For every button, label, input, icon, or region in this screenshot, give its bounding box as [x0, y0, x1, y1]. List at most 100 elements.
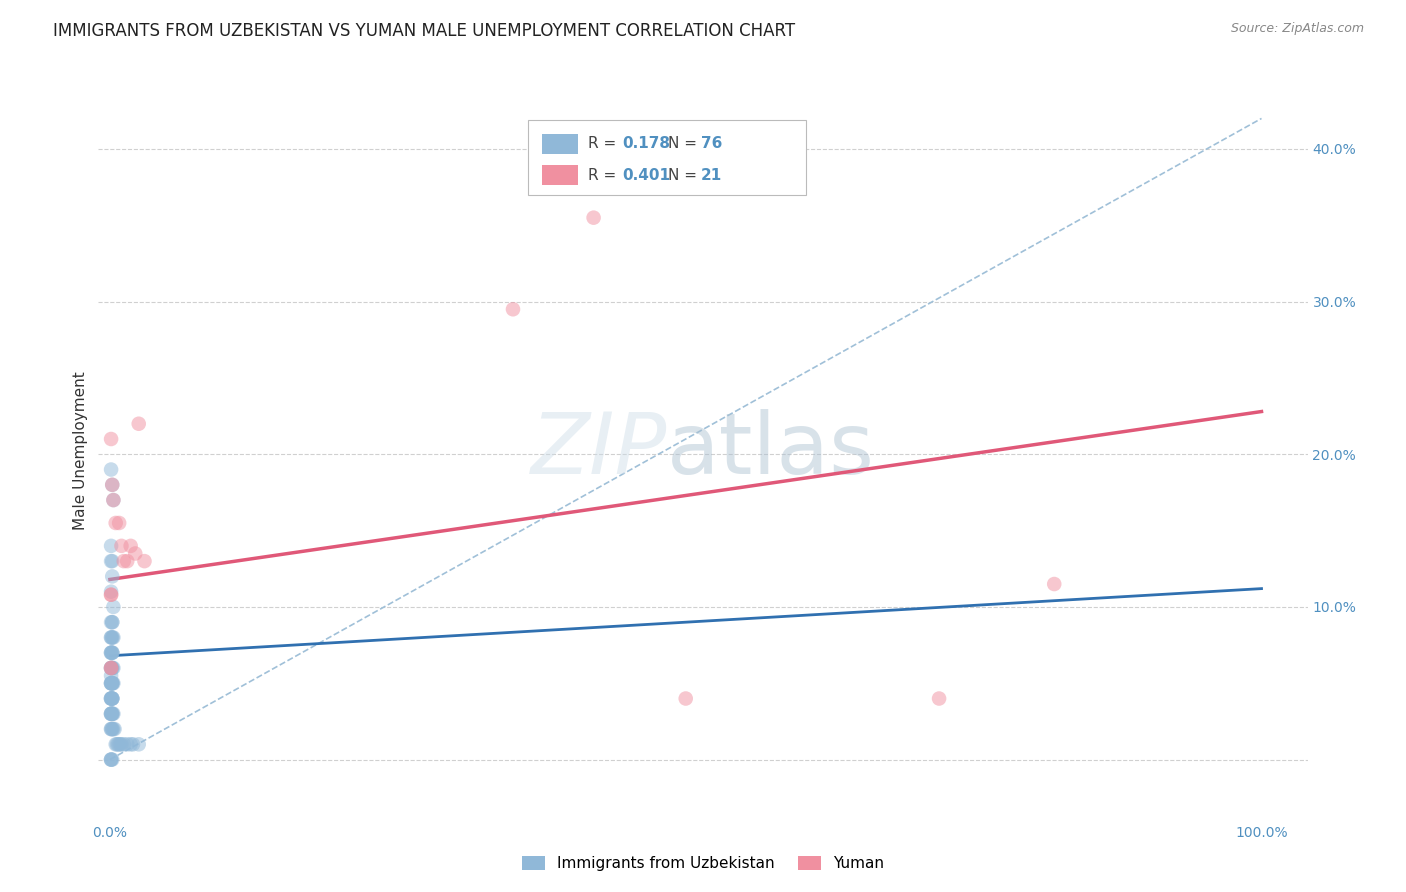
Point — [110, 539, 132, 553]
Point — [100, 631, 122, 645]
FancyBboxPatch shape — [543, 135, 578, 153]
Point — [100, 753, 122, 767]
FancyBboxPatch shape — [527, 120, 806, 195]
Point — [104, 516, 127, 530]
Point — [100, 691, 122, 706]
Text: 0.401: 0.401 — [621, 168, 671, 183]
Text: Source: ZipAtlas.com: Source: ZipAtlas.com — [1230, 22, 1364, 36]
Point — [100, 676, 122, 690]
Point — [582, 211, 605, 225]
Point — [134, 554, 156, 568]
Point — [103, 661, 125, 675]
Text: ZIP: ZIP — [530, 409, 666, 492]
Point — [120, 539, 142, 553]
Point — [100, 646, 122, 660]
Point — [100, 706, 122, 721]
Point — [100, 676, 122, 690]
Point — [100, 539, 122, 553]
Point — [100, 722, 122, 736]
Point — [101, 676, 124, 690]
Point — [100, 554, 122, 568]
Point — [110, 737, 132, 751]
Point — [112, 554, 135, 568]
Point — [100, 668, 122, 682]
Point — [101, 676, 124, 690]
Point — [101, 676, 124, 690]
Point — [122, 737, 145, 751]
Text: 76: 76 — [700, 136, 721, 152]
Point — [101, 691, 124, 706]
Point — [103, 631, 125, 645]
Point — [101, 478, 124, 492]
FancyBboxPatch shape — [543, 165, 578, 185]
Text: R =: R = — [588, 136, 621, 152]
Point — [107, 737, 129, 751]
Point — [104, 737, 127, 751]
Point — [108, 737, 131, 751]
Point — [110, 737, 132, 751]
Point — [103, 599, 125, 614]
Point — [115, 554, 138, 568]
Point — [101, 691, 124, 706]
Point — [101, 753, 124, 767]
Point — [100, 661, 122, 675]
Point — [101, 478, 124, 492]
Point — [100, 706, 122, 721]
Text: IMMIGRANTS FROM UZBEKISTAN VS YUMAN MALE UNEMPLOYMENT CORRELATION CHART: IMMIGRANTS FROM UZBEKISTAN VS YUMAN MALE… — [53, 22, 796, 40]
Text: 21: 21 — [700, 168, 721, 183]
Point — [100, 691, 122, 706]
Point — [101, 569, 124, 583]
Point — [100, 588, 122, 602]
Legend: Immigrants from Uzbekistan, Yuman: Immigrants from Uzbekistan, Yuman — [516, 850, 890, 877]
Point — [101, 676, 124, 690]
Point — [120, 737, 142, 751]
Point — [103, 722, 125, 736]
Point — [103, 493, 125, 508]
Point — [100, 631, 122, 645]
Point — [675, 691, 697, 706]
Point — [101, 554, 124, 568]
Point — [100, 462, 122, 476]
Point — [100, 753, 122, 767]
Point — [100, 691, 122, 706]
Point — [115, 737, 138, 751]
Point — [100, 691, 122, 706]
Point — [100, 432, 122, 446]
Point — [100, 661, 122, 675]
Point — [100, 661, 122, 675]
Text: N =: N = — [668, 136, 702, 152]
Point — [100, 676, 122, 690]
Point — [101, 615, 124, 630]
Point — [100, 584, 122, 599]
Point — [101, 706, 124, 721]
Point — [101, 646, 124, 660]
Text: R =: R = — [588, 168, 621, 183]
Point — [100, 615, 122, 630]
Point — [128, 417, 150, 431]
Point — [108, 516, 131, 530]
Point — [101, 661, 124, 675]
Point — [101, 646, 124, 660]
Point — [101, 646, 124, 660]
Point — [101, 691, 124, 706]
Point — [100, 706, 122, 721]
Y-axis label: Male Unemployment: Male Unemployment — [73, 371, 89, 530]
Point — [502, 302, 524, 317]
Point — [100, 646, 122, 660]
Point — [100, 706, 122, 721]
Text: 0.178: 0.178 — [621, 136, 671, 152]
Point — [100, 588, 122, 602]
Point — [103, 676, 125, 690]
Point — [100, 676, 122, 690]
Point — [128, 737, 150, 751]
Point — [101, 691, 124, 706]
Point — [105, 737, 128, 751]
Point — [100, 661, 122, 675]
Point — [103, 706, 125, 721]
Point — [124, 547, 146, 561]
Point — [100, 646, 122, 660]
Point — [103, 493, 125, 508]
Point — [1043, 577, 1066, 591]
Text: N =: N = — [668, 168, 702, 183]
Point — [100, 661, 122, 675]
